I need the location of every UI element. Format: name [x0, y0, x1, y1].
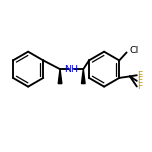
Text: Cl: Cl — [130, 46, 139, 55]
Polygon shape — [81, 69, 85, 84]
Text: F: F — [138, 71, 143, 80]
Text: F: F — [138, 76, 143, 85]
Text: NH: NH — [64, 65, 78, 74]
Polygon shape — [58, 69, 62, 84]
Text: F: F — [138, 82, 143, 91]
